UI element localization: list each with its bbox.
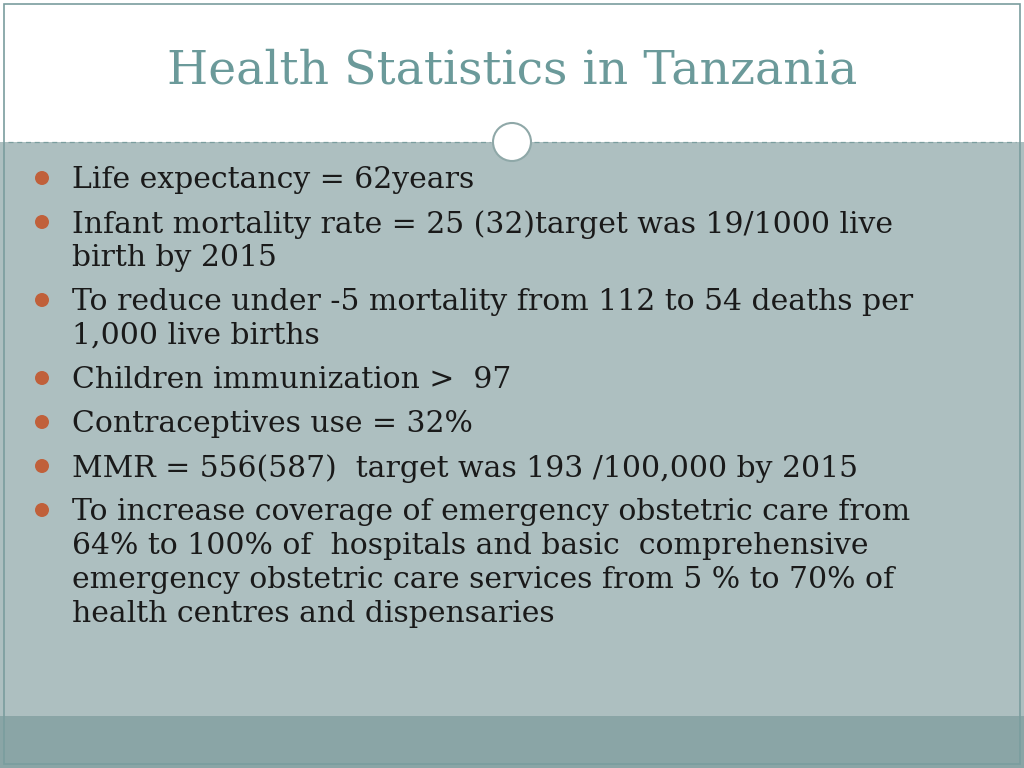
Text: Health Statistics in Tanzania: Health Statistics in Tanzania [167, 48, 857, 94]
Text: birth by 2015: birth by 2015 [72, 244, 276, 272]
Circle shape [35, 459, 49, 473]
Text: 1,000 live births: 1,000 live births [72, 322, 319, 350]
Text: Children immunization >  97: Children immunization > 97 [72, 366, 511, 394]
Text: To increase coverage of emergency obstetric care from: To increase coverage of emergency obstet… [72, 498, 910, 526]
Bar [0, 142, 1024, 716]
Circle shape [35, 293, 49, 307]
Text: Contraceptives use = 32%: Contraceptives use = 32% [72, 410, 473, 438]
Text: MMR = 556(587)  target was 193 /100,000 by 2015: MMR = 556(587) target was 193 /100,000 b… [72, 454, 858, 483]
Text: Life expectancy = 62years: Life expectancy = 62years [72, 166, 474, 194]
Text: 64% to 100% of  hospitals and basic  comprehensive: 64% to 100% of hospitals and basic compr… [72, 532, 868, 560]
Text: To reduce under -5 mortality from 112 to 54 deaths per: To reduce under -5 mortality from 112 to… [72, 288, 913, 316]
Circle shape [35, 171, 49, 185]
Text: Infant mortality rate = 25 (32)target was 19/1000 live: Infant mortality rate = 25 (32)target wa… [72, 210, 893, 239]
Circle shape [35, 215, 49, 229]
Text: health centres and dispensaries: health centres and dispensaries [72, 600, 555, 628]
Circle shape [493, 123, 531, 161]
Bar [0, 716, 1024, 768]
Circle shape [35, 415, 49, 429]
Circle shape [35, 371, 49, 385]
Text: emergency obstetric care services from 5 % to 70% of: emergency obstetric care services from 5… [72, 566, 894, 594]
Circle shape [35, 503, 49, 517]
